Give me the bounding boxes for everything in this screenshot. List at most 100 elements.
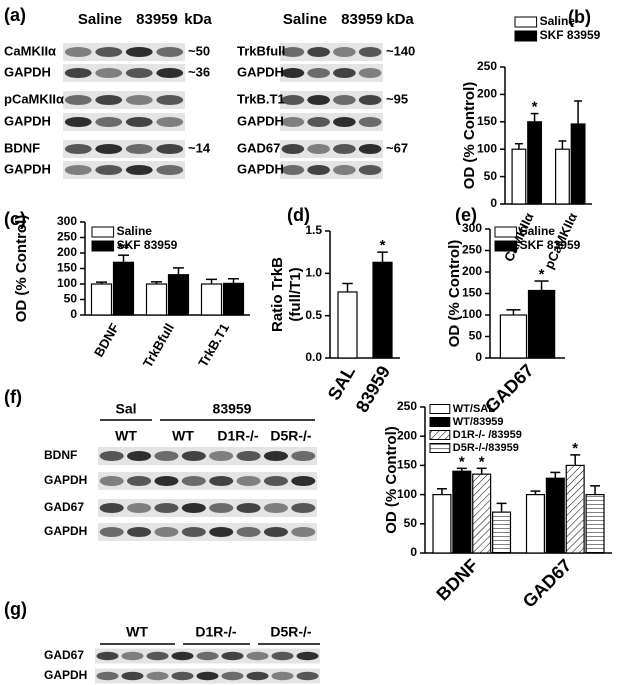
x-tick-label: 83959 xyxy=(352,362,394,415)
y-tick-label: 1.0 xyxy=(305,266,322,280)
x-tick-label: SAL xyxy=(324,362,359,403)
y-tick-label: 0 xyxy=(410,545,417,559)
blot-strip xyxy=(98,523,317,541)
blot-row-label: BDNF xyxy=(44,448,77,462)
blot-strip xyxy=(280,140,383,158)
legend-swatch xyxy=(429,430,451,440)
x-tick-label: BDNF xyxy=(91,321,122,360)
blot-band xyxy=(307,164,330,176)
bar xyxy=(585,494,605,554)
panel-label: (e) xyxy=(455,205,477,225)
blot-size-label: ~140 xyxy=(386,43,415,58)
blot-band xyxy=(263,475,288,487)
blot-band xyxy=(281,143,305,155)
significance-mark: * xyxy=(572,440,578,457)
blot-row-label: GAD67 xyxy=(237,140,280,155)
blot-band xyxy=(154,502,179,514)
blot-band xyxy=(246,671,269,681)
blot-band xyxy=(154,475,179,487)
blot-band xyxy=(209,450,234,462)
y-axis-label: (full/T1) xyxy=(287,267,304,321)
bar xyxy=(499,314,528,359)
blot-band xyxy=(307,46,330,58)
legend-label: WT/SAL xyxy=(453,403,495,415)
legend-label: Saline xyxy=(540,14,576,28)
blot-band xyxy=(236,526,261,538)
blot-band xyxy=(64,67,92,79)
blot-row-label: TrkB.T1 xyxy=(237,91,285,106)
blot-band xyxy=(333,67,356,79)
blot-header: WT xyxy=(126,624,148,640)
panel-label: (g) xyxy=(4,599,27,619)
blot-band xyxy=(291,475,316,487)
blot-band xyxy=(95,67,123,79)
blot-band xyxy=(146,671,169,681)
y-tick-label: 50 xyxy=(64,292,78,306)
blot-row-label: TrkBfull xyxy=(237,43,285,58)
bar xyxy=(222,282,245,316)
y-tick-label: 250 xyxy=(57,230,77,244)
blot-band xyxy=(209,526,234,538)
x-tick-label: BDNF xyxy=(432,555,481,604)
blot-band xyxy=(121,651,144,661)
blot-row-label: GAPDH xyxy=(237,64,284,79)
blot-band xyxy=(99,475,124,487)
significance-mark: ** xyxy=(118,240,130,257)
blot-group: 83959 xyxy=(213,401,252,417)
y-tick-label: 0 xyxy=(70,307,77,321)
blot-band xyxy=(96,671,119,681)
y-tick-label: 0 xyxy=(490,196,497,210)
blot-strip xyxy=(63,91,185,109)
blot-size-label: ~36 xyxy=(188,64,210,79)
bar xyxy=(554,148,570,205)
y-tick-label: 150 xyxy=(397,458,417,472)
blot-row-label: GAD67 xyxy=(44,648,84,662)
blot-band xyxy=(271,651,294,661)
blot-band xyxy=(156,164,184,176)
legend-swatch xyxy=(429,417,451,427)
x-tick-label: GAD67 xyxy=(519,555,576,612)
significance-mark: * xyxy=(479,453,485,470)
blot-header: D5R-/- xyxy=(270,624,312,640)
blot-row-label: BDNF xyxy=(4,140,40,155)
blot-band xyxy=(64,164,92,176)
y-tick-label: 50 xyxy=(404,516,418,530)
y-tick-label: 100 xyxy=(462,307,482,321)
blot-strip xyxy=(280,161,383,179)
blot-band xyxy=(125,94,153,106)
bar xyxy=(511,148,527,205)
significance-mark: * xyxy=(380,237,386,254)
y-tick-label: 300 xyxy=(462,221,482,235)
blot-band xyxy=(263,502,288,514)
blot-band xyxy=(221,671,244,681)
blot-row-label: GAPDH xyxy=(237,113,284,128)
blot-band xyxy=(96,651,119,661)
bar xyxy=(527,289,556,359)
blot-header: Saline xyxy=(78,11,122,28)
blot-band xyxy=(95,116,123,128)
blot-strip xyxy=(63,64,185,82)
blot-band xyxy=(358,46,382,58)
legend-label: D5R-/-/83959 xyxy=(453,442,519,454)
blot-row-label: GAPDH xyxy=(237,161,284,176)
blot-band xyxy=(181,475,206,487)
bar xyxy=(472,473,492,554)
legend-label: SKF 83959 xyxy=(540,28,601,42)
blot-band xyxy=(156,143,184,155)
blot-band xyxy=(296,651,319,661)
blot-band xyxy=(95,164,123,176)
blot-band xyxy=(156,46,184,58)
blot-strip xyxy=(63,113,185,131)
blot-strip xyxy=(98,447,317,465)
legend-swatch xyxy=(514,30,538,42)
y-axis-label: Ratio TrkB xyxy=(269,257,286,332)
y-tick-label: 250 xyxy=(477,59,497,73)
blot-header: kDa xyxy=(184,11,212,28)
legend-swatch xyxy=(429,443,451,453)
blot-header: 83959 xyxy=(136,11,178,28)
blot-band xyxy=(181,450,206,462)
y-tick-label: 50 xyxy=(484,169,498,183)
y-tick-label: 150 xyxy=(477,114,497,128)
blot-band xyxy=(64,94,92,106)
